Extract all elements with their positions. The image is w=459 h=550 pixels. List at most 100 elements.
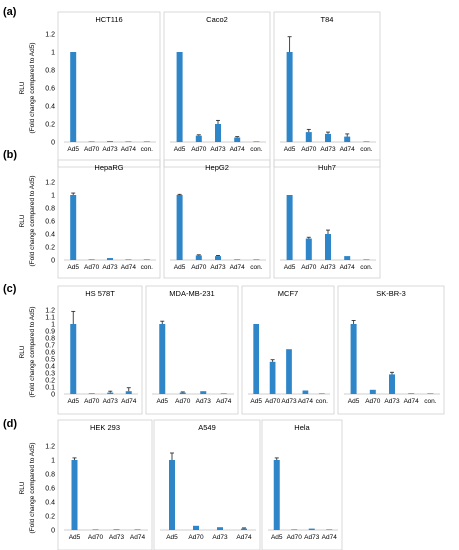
y-axis-label-sub: (Fold change compared to Ad5) — [29, 442, 36, 533]
category-label: Ad70 — [84, 398, 100, 405]
category-label: Ad74 — [404, 398, 420, 405]
category-label: Ad73 — [281, 398, 297, 405]
chart-title: HS 578T — [85, 289, 115, 298]
y-axis-label: RLU — [19, 214, 26, 227]
y-tick-label: 0.8 — [45, 206, 55, 213]
bar-Ad70 — [193, 525, 199, 530]
bar-Ad74 — [125, 141, 132, 142]
y-tick-label: 0.2 — [45, 514, 55, 521]
y-tick-label: 1.2 — [45, 444, 55, 451]
y-tick-label: 0.2 — [45, 122, 55, 129]
chart-frame — [145, 285, 239, 415]
category-label: Ad73 — [196, 398, 212, 405]
bar-Ad5 — [71, 460, 78, 530]
chart-1: Caco2 Ad5 Ad70 Ad73 Ad74 con. — [163, 11, 271, 168]
category-label: con. — [250, 264, 262, 271]
bar-Ad5 — [169, 460, 175, 530]
category-label: Ad73 — [384, 398, 400, 405]
bar-Ad5 — [273, 460, 280, 530]
category-label: Ad70 — [191, 146, 207, 153]
category-label: Ad5 — [271, 534, 283, 541]
category-label: Ad73 — [210, 146, 226, 153]
chart-title: HEK 293 — [90, 423, 120, 432]
y-tick-label: 0 — [51, 528, 55, 535]
category-label: Ad70 — [365, 398, 381, 405]
bar-Ad74 — [220, 393, 227, 394]
y-axis-label-sub: (Fold change compared to Ad5) — [29, 175, 36, 266]
category-label: con. — [250, 146, 262, 153]
panel-letter: (c) — [3, 283, 17, 295]
y-tick-label: 0.6 — [45, 486, 55, 493]
chart-title: A549 — [198, 423, 216, 432]
chart-title: Hela — [294, 423, 310, 432]
chart-title: Caco2 — [206, 15, 228, 24]
bar-Ad73 — [215, 124, 221, 142]
category-label: Ad5 — [67, 146, 79, 153]
category-label: Ad73 — [210, 264, 226, 271]
category-label: con. — [316, 398, 328, 405]
chart-5: Huh7 Ad5 Ad70 Ad73 Ad74 con. — [273, 159, 381, 279]
chart-frame — [153, 419, 261, 550]
category-label: Ad73 — [102, 264, 118, 271]
bar-Ad74 — [125, 259, 132, 260]
bar-Ad74 — [302, 390, 309, 394]
category-label: con. — [360, 146, 372, 153]
bar-Ad73 — [200, 391, 207, 394]
category-label: Ad74 — [121, 264, 137, 271]
bar-Ad5 — [70, 324, 77, 394]
bar-con. — [318, 393, 325, 394]
bar-con. — [363, 259, 370, 260]
bar-Ad5 — [159, 324, 166, 394]
category-label: Ad73 — [109, 534, 125, 541]
category-label: Ad70 — [88, 534, 104, 541]
panel-letter: (d) — [3, 418, 17, 430]
category-label: con. — [141, 146, 153, 153]
bar-Ad74 — [234, 137, 241, 142]
category-label: con. — [141, 264, 153, 271]
y-tick-label: 0.6 — [45, 350, 55, 357]
chart-frame — [337, 285, 445, 415]
bar-con. — [143, 259, 150, 260]
chart-11: A549 Ad5 Ad70 Ad73 Ad74 — [153, 419, 261, 550]
chart-frame — [57, 419, 153, 550]
y-tick-label: 0 — [51, 140, 55, 147]
y-tick-label: 0.2 — [45, 378, 55, 385]
category-label: Ad74 — [236, 534, 252, 541]
category-label: Ad5 — [250, 398, 262, 405]
chart-title: SK-BR-3 — [376, 289, 406, 298]
bar-Ad70 — [179, 392, 186, 394]
bar-Ad73 — [217, 527, 223, 530]
category-label: Ad70 — [84, 264, 100, 271]
category-label: Ad70 — [265, 398, 281, 405]
panel-letter: (b) — [3, 149, 17, 161]
category-label: Ad74 — [130, 534, 146, 541]
category-label: Ad5 — [67, 398, 79, 405]
category-label: Ad74 — [121, 398, 137, 405]
category-label: Ad74 — [121, 146, 137, 153]
bar-Ad73 — [325, 133, 331, 142]
y-axis-label: RLU — [19, 81, 26, 94]
chart-0: HCT116 0 0.2 0.4 0.6 0.8 1 1.2 Ad5 Ad70 Ad73 Ad74 co… — [45, 11, 161, 168]
bar-Ad73 — [107, 258, 113, 260]
bar-Ad74 — [234, 259, 241, 260]
y-tick-label: 1 — [51, 322, 55, 329]
y-axis-label-sub: (Fold change compared to Ad5) — [29, 306, 36, 397]
chart-10: HEK 293 0 0.2 0.4 0.6 0.8 1 1.2 Ad5 Ad70 Ad73 Ad74 — [45, 419, 153, 550]
bar-Ad74 — [241, 528, 247, 530]
bar-Ad74 — [408, 393, 415, 394]
bar-Ad5 — [176, 52, 183, 142]
chart-9: SK-BR-3 Ad5 Ad70 Ad73 Ad74 con. — [337, 285, 445, 415]
chart-3: HepaRG 0 0.2 0.4 0.6 0.8 1 1.2 Ad5 Ad70 Ad73 Ad74 co… — [45, 159, 161, 279]
bar-con. — [253, 141, 260, 142]
bar-Ad74 — [326, 529, 333, 530]
category-label: Ad74 — [340, 264, 356, 271]
chart-4: HepG2 Ad5 Ad70 Ad73 Ad74 con. — [163, 159, 271, 279]
bar-Ad70 — [305, 132, 312, 142]
bar-con. — [253, 259, 260, 260]
category-label: Ad73 — [320, 264, 336, 271]
y-tick-label: 0.8 — [45, 472, 55, 479]
chart-frame — [57, 11, 161, 168]
bar-Ad74 — [125, 391, 132, 394]
